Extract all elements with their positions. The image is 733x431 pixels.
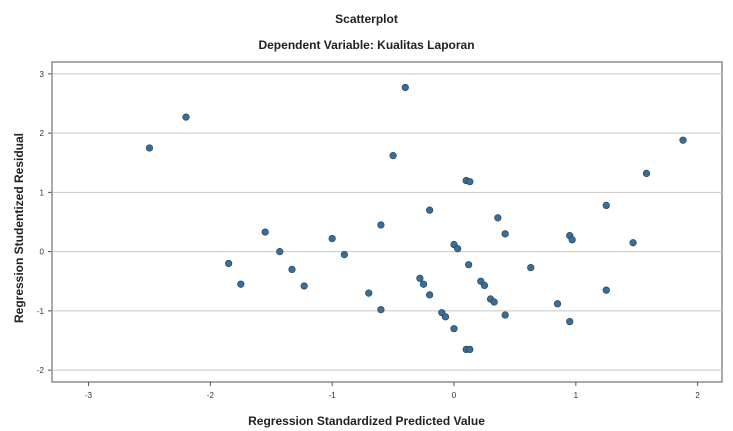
data-point <box>629 239 637 247</box>
data-point <box>450 325 458 333</box>
data-point <box>490 298 498 306</box>
data-point <box>419 280 428 288</box>
data-point <box>261 228 269 236</box>
data-point <box>480 281 489 290</box>
chart-subtitle: Dependent Variable: Kualitas Laporan <box>258 38 475 52</box>
x-axis-ticks: -3 -2 -1 0 1 2 <box>85 382 700 400</box>
data-point <box>602 286 610 294</box>
data-point <box>679 136 687 144</box>
data-point <box>237 280 245 288</box>
data-point <box>527 264 535 272</box>
data-point <box>365 289 373 297</box>
data-point <box>401 83 409 92</box>
data-point <box>426 206 434 214</box>
data-point <box>501 230 509 238</box>
data-point <box>300 282 308 290</box>
data-point <box>454 245 462 253</box>
y-tick-label: 0 <box>40 248 45 257</box>
data-point <box>465 261 473 269</box>
x-tick-label: -2 <box>207 391 215 400</box>
data-point <box>377 221 385 229</box>
data-point <box>426 291 434 299</box>
x-tick-label: -3 <box>85 391 93 400</box>
data-point <box>288 265 296 274</box>
x-tick-label: 2 <box>695 391 700 400</box>
y-tick-label: 2 <box>40 129 45 138</box>
data-point <box>276 248 284 256</box>
data-point <box>182 113 190 121</box>
plot-area <box>51 61 723 383</box>
data-point <box>501 311 509 319</box>
y-tick-label: 3 <box>40 70 45 79</box>
y-tick-label: -2 <box>37 366 45 375</box>
x-tick-label: 1 <box>574 391 579 400</box>
data-point <box>225 259 233 268</box>
data-point <box>466 345 474 354</box>
y-axis-ticks: -2 -1 0 1 2 3 <box>37 70 52 375</box>
x-axis-label: Regression Standardized Predicted Value <box>248 414 485 428</box>
data-point <box>416 274 424 282</box>
data-point <box>568 236 576 244</box>
x-tick-label: -1 <box>329 391 337 400</box>
data-point <box>553 300 562 308</box>
y-axis-label: Regression Studentized Residual <box>12 132 26 324</box>
data-point <box>389 152 397 160</box>
data-point <box>377 306 385 314</box>
data-point <box>642 169 651 178</box>
data-point <box>602 201 610 210</box>
x-tick-label: 0 <box>452 391 457 400</box>
data-points <box>145 83 687 354</box>
data-point <box>145 144 154 152</box>
y-tick-label: 1 <box>40 188 45 197</box>
data-point <box>566 317 574 326</box>
data-point <box>494 214 502 222</box>
y-tick-label: -1 <box>37 307 45 316</box>
data-point <box>340 250 348 259</box>
gridlines <box>52 73 722 371</box>
data-point <box>441 313 450 321</box>
data-point <box>466 178 474 186</box>
data-point <box>328 234 336 243</box>
chart-title: Scatterplot <box>335 12 398 26</box>
